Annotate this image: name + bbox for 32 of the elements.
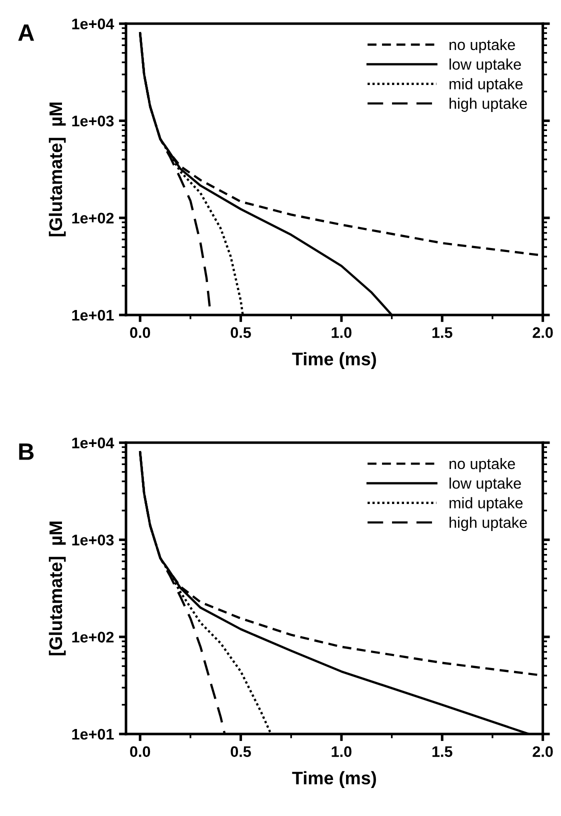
x-tick-label: 0.0 (130, 327, 150, 338)
chart-title: B (19, 444, 34, 460)
legend-label: mid uptake (450, 497, 523, 512)
y-tick-label: 1e+02 (72, 632, 114, 643)
y-tick-label: 1e+04 (72, 438, 114, 448)
legend-label: high uptake (450, 98, 527, 112)
x-axis-title: Time (ms) (292, 352, 376, 369)
x-tick-label: 2.0 (532, 746, 553, 758)
legend-label: low uptake (450, 58, 521, 73)
x-tick-label: 1.5 (432, 746, 452, 758)
y-tick-label: 1e+01 (72, 310, 114, 321)
chart-title: A (18, 24, 34, 41)
x-axis-title: Time (ms) (292, 771, 376, 788)
x-tick-label: 0.5 (230, 327, 251, 338)
y-tick-label: 1e+02 (72, 212, 114, 224)
y-tick-label: 1e+03 (72, 116, 114, 126)
legend-label: mid uptake (450, 78, 523, 92)
x-tick-label: 0.5 (230, 746, 251, 758)
x-tick-label: 0.0 (130, 746, 150, 758)
x-tick-label: 1.0 (332, 327, 352, 338)
y-tick-label: 1e+04 (72, 18, 114, 30)
legend-label: no uptake (450, 458, 515, 472)
y-axis-title: [Glutamate] µM (48, 102, 66, 236)
x-tick-label: 1.5 (432, 327, 452, 338)
legend-label: high uptake (450, 516, 527, 531)
x-tick-label: 1.0 (332, 746, 352, 758)
y-tick-label: 1e+03 (72, 534, 114, 546)
x-tick-label: 2.0 (532, 327, 553, 338)
legend-label: low uptake (450, 478, 521, 492)
legend-label: no uptake (450, 38, 515, 54)
y-tick-label: 1e+01 (72, 728, 114, 740)
y-axis-title: [Glutamate] µM (48, 522, 66, 656)
